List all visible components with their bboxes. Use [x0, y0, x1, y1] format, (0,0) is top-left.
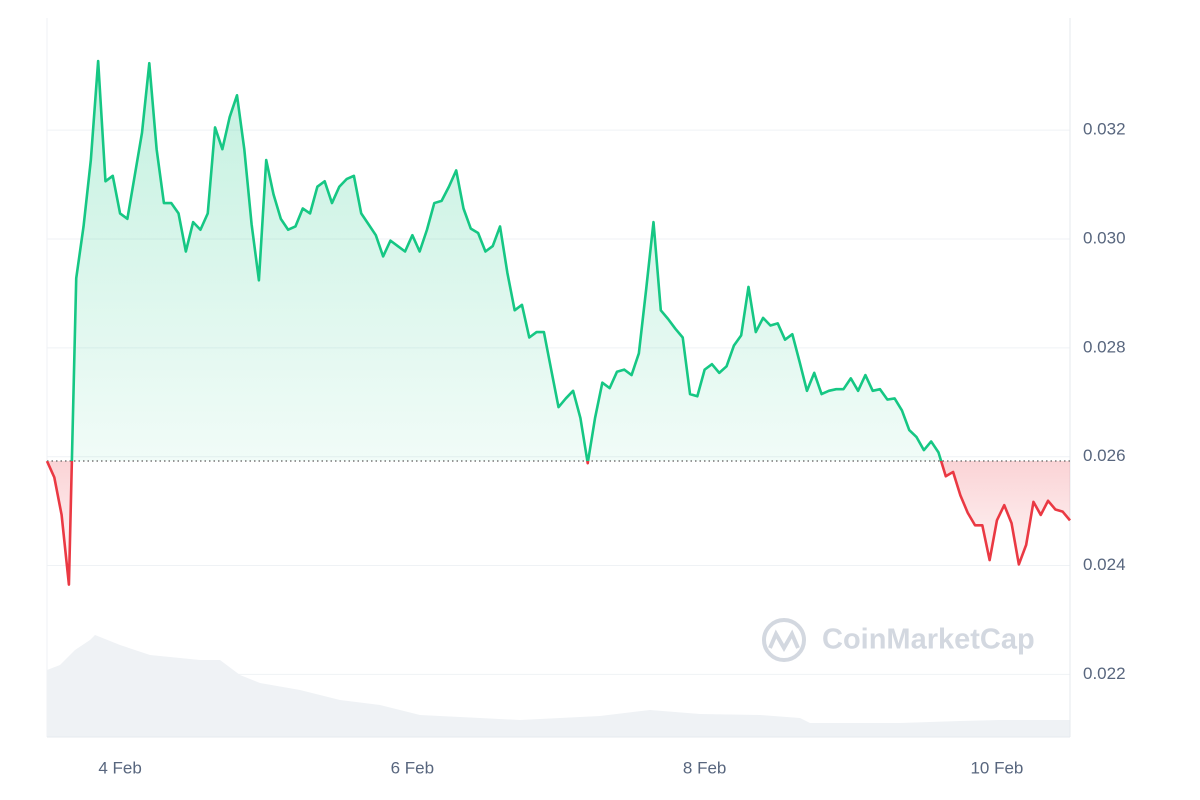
- x-tick-label: 6 Feb: [391, 758, 434, 777]
- watermark: CoinMarketCap: [822, 624, 1035, 656]
- x-tick-label: 8 Feb: [683, 758, 726, 777]
- x-tick-label: 10 Feb: [970, 758, 1023, 777]
- volume-area: [47, 635, 1070, 737]
- y-tick-label: 0.022: [1083, 664, 1126, 683]
- y-tick-label: 0.026: [1083, 446, 1126, 465]
- y-tick-label: 0.028: [1083, 337, 1126, 356]
- y-tick-label: 0.032: [1083, 120, 1126, 139]
- price-line: [45, 59, 1071, 586]
- watermark-logo: [762, 618, 806, 662]
- y-tick-label: 0.024: [1083, 555, 1126, 574]
- y-tick-label: 0.030: [1083, 228, 1126, 247]
- price-area: [47, 61, 1070, 585]
- x-tick-label: 4 Feb: [98, 758, 141, 777]
